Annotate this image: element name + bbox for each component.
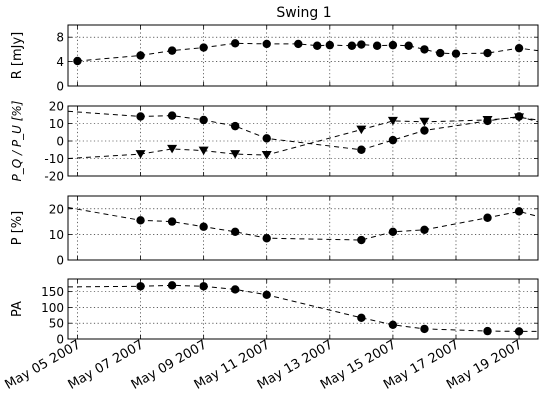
data-point (262, 39, 271, 49)
data-point (199, 222, 208, 231)
series-line-1 (77, 42, 539, 62)
data-point (199, 282, 208, 291)
axes-frame (67, 278, 539, 340)
y-tick-label: 10 (49, 117, 64, 131)
data-point (514, 43, 524, 53)
series-line-1 (67, 110, 539, 151)
data-point (483, 48, 492, 58)
data-point (230, 227, 240, 237)
data-point (436, 48, 445, 58)
data-point (312, 41, 322, 50)
data-point (404, 41, 413, 50)
panel-2: -20 -10 0 10 20 P_Q / P_U [%] (10, 100, 539, 184)
y-axis-label: P_Q / P_U [%] (10, 100, 24, 181)
data-point (262, 134, 271, 143)
data-point (420, 126, 429, 135)
data-point-triangle (482, 116, 493, 125)
series-line-1 (67, 284, 538, 332)
y-tick-label: -10 (44, 152, 64, 166)
data-point (357, 40, 366, 49)
data-point (230, 285, 240, 294)
data-point-triangle (387, 116, 398, 126)
data-point (325, 40, 335, 50)
data-point (420, 45, 429, 54)
y-tick-label: 0 (56, 80, 64, 94)
y-tick-label: 0 (56, 254, 64, 268)
data-point-triangle (419, 117, 430, 127)
data-point (167, 217, 177, 226)
panel-4: 0 50 100 150 PA (10, 278, 539, 347)
chart-title: Swing 1 (276, 5, 331, 21)
data-point (167, 46, 177, 55)
y-tick-label: 0 (56, 135, 64, 149)
y-tick-label: 8 (56, 31, 64, 45)
data-point (420, 324, 429, 334)
data-point (230, 121, 240, 131)
data-point (347, 41, 357, 50)
y-tick-label: -20 (44, 170, 64, 184)
data-point (357, 145, 366, 154)
data-point (199, 115, 208, 125)
axes-frame (67, 24, 539, 87)
y-tick-label: 0 (56, 333, 64, 347)
data-point-triangle (514, 113, 525, 122)
series-line-1 (67, 207, 539, 241)
y-axis-label: P [%] (10, 211, 25, 245)
data-point (514, 207, 524, 216)
series-line-2 (67, 116, 539, 159)
data-point (73, 56, 82, 66)
data-point (357, 235, 366, 245)
y-tick-label: 20 (49, 100, 64, 114)
data-point (136, 282, 145, 291)
data-point (372, 41, 382, 50)
data-point (167, 111, 177, 120)
data-point (388, 135, 398, 145)
data-point (388, 40, 398, 50)
y-axis-label: R [mJy] (10, 32, 25, 80)
axes-frame (67, 105, 539, 177)
data-point (262, 290, 271, 299)
y-tick-label: 4 (56, 55, 64, 69)
data-point-triangle (230, 150, 241, 159)
data-point-triangle (198, 146, 209, 156)
data-point (294, 39, 303, 49)
y-tick-label: 50 (49, 317, 64, 331)
data-point-triangle (135, 150, 146, 159)
data-point (483, 213, 492, 222)
data-point (167, 281, 177, 290)
data-point (420, 225, 429, 234)
data-point (483, 326, 492, 336)
y-tick-label: 150 (41, 285, 64, 299)
data-point-triangle (356, 125, 367, 135)
panel-1: 0 4 8 R [mJy] (10, 24, 539, 94)
data-point (388, 227, 398, 237)
y-tick-label: 10 (49, 228, 64, 242)
data-point (136, 51, 145, 60)
axes-frame (67, 195, 539, 261)
data-point-triangle (261, 151, 272, 160)
y-tick-label: 20 (49, 202, 64, 216)
data-point (199, 43, 208, 52)
data-point (230, 39, 240, 48)
data-point (357, 313, 366, 323)
data-point (388, 320, 398, 329)
data-point (451, 49, 461, 58)
panel-3: 0 10 20 P [%] (10, 195, 539, 268)
y-axis-label: PA (10, 301, 25, 317)
data-point (262, 234, 271, 243)
y-tick-label: 100 (41, 301, 64, 315)
data-point (136, 216, 145, 225)
data-point (136, 112, 145, 121)
data-point-triangle (167, 144, 178, 154)
data-point (514, 327, 524, 336)
panels-group: 0 4 8 R [mJy] -20 -10 0 10 20 P_Q / P_U [%] 0 10 20 P… (10, 24, 539, 347)
